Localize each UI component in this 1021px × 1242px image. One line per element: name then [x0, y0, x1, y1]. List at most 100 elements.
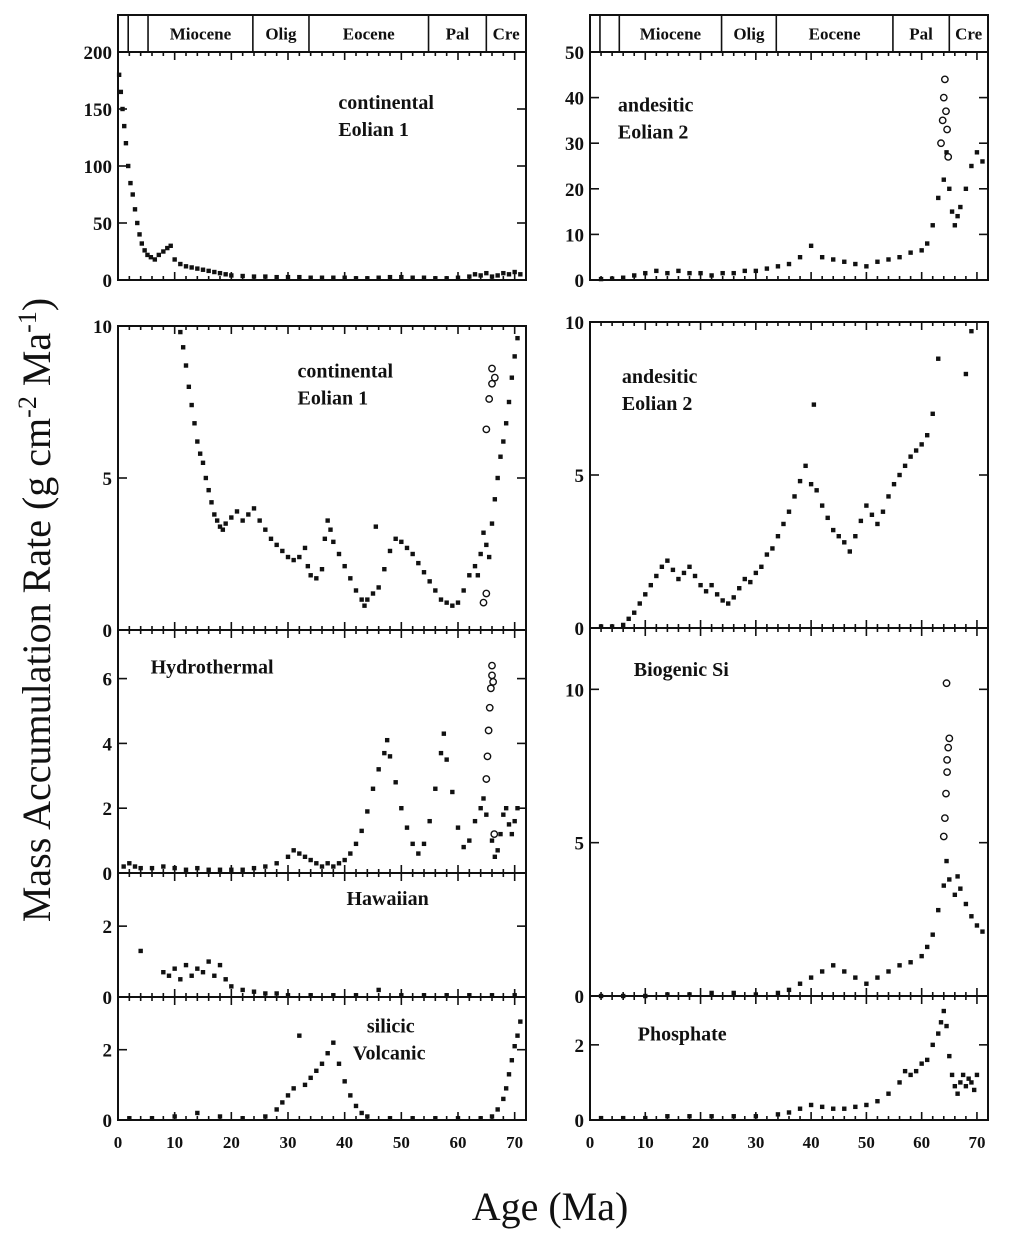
data-point: [229, 515, 234, 520]
data-point: [908, 1072, 913, 1078]
data-point: [681, 570, 687, 576]
panel-left-hydrothermal: 0 2 4 6 Hydrothermal: [103, 629, 527, 885]
data-point: [643, 592, 648, 597]
data-point: [120, 106, 125, 112]
data-point: [924, 241, 930, 246]
data-point: [467, 838, 472, 843]
data-point: [168, 243, 173, 248]
data-point: [974, 150, 980, 155]
data-point: [362, 603, 367, 608]
data-point: [302, 854, 308, 859]
data-point: [217, 524, 223, 529]
data-point: [373, 524, 379, 529]
panel-right-andesitic-eolian-2: 0 5 10 andesitic Eolian 2: [565, 313, 989, 640]
data-point: [285, 854, 291, 859]
data-point: [808, 243, 814, 248]
data-point: [314, 861, 319, 866]
data-point: [503, 421, 509, 426]
data-point: [455, 825, 461, 830]
data-point: [495, 1107, 500, 1112]
data-point: [731, 595, 736, 600]
data-point: [515, 1033, 520, 1038]
data-point: [121, 864, 126, 869]
data-point: [775, 534, 781, 539]
x-tick-label: 40: [336, 1133, 353, 1152]
data-point: [336, 861, 342, 866]
panel-label-line2: Eolian 1: [298, 388, 369, 410]
data-point: [217, 867, 223, 872]
data-point: [509, 831, 515, 837]
data-point-open: [486, 684, 495, 693]
data-point: [858, 518, 864, 524]
data-point: [257, 518, 262, 523]
data-point: [637, 601, 642, 606]
data-point: [913, 1068, 919, 1074]
data-point: [444, 276, 449, 281]
data-point: [433, 786, 438, 791]
data-point: [908, 454, 913, 459]
data-point-open: [490, 373, 499, 382]
data-point: [864, 503, 869, 508]
data-point: [489, 993, 495, 998]
x-tick-label: 30: [280, 1133, 297, 1152]
data-point: [963, 1083, 969, 1089]
panel-frame: [589, 627, 989, 997]
data-point: [775, 1112, 781, 1117]
y-tick-label: 100: [84, 157, 113, 178]
data-point: [416, 560, 421, 566]
data-point: [183, 363, 189, 368]
data-point: [831, 963, 836, 968]
data-point: [475, 573, 481, 578]
data-point: [506, 399, 512, 405]
data-point: [433, 588, 438, 593]
data-point: [501, 270, 506, 276]
data-point: [444, 757, 449, 762]
epoch-label-miocene: Miocene: [640, 25, 702, 44]
y-tick-label: 0: [103, 271, 113, 292]
data-point: [886, 257, 891, 262]
data-point: [223, 977, 228, 982]
epoch-label-pal: Pal: [446, 25, 470, 44]
data-point: [665, 270, 670, 276]
data-point: [598, 276, 604, 282]
data-point: [165, 245, 170, 251]
data-point: [503, 1086, 509, 1091]
data-point: [786, 1110, 792, 1115]
data-point: [947, 1053, 952, 1059]
data-point: [297, 1033, 302, 1038]
data-point: [770, 546, 775, 551]
data-point: [775, 990, 781, 996]
data-point: [620, 622, 626, 628]
x-axis-right: 0 10 20 30 40 50 60 70: [586, 1133, 986, 1152]
data-point: [936, 356, 941, 361]
data-point: [234, 509, 240, 514]
data-point: [370, 591, 376, 596]
data-point: [495, 273, 500, 278]
data-point: [478, 806, 483, 811]
data-point: [963, 186, 969, 191]
data-point-open: [488, 379, 496, 388]
epoch-label-miocene: Miocene: [170, 25, 232, 44]
data-point: [240, 273, 245, 279]
data-point: [919, 442, 924, 447]
data-point: [433, 1116, 438, 1121]
data-point-open: [488, 364, 496, 373]
series-filled: [116, 72, 523, 281]
data-point: [319, 864, 325, 869]
data-point: [842, 1106, 847, 1111]
data-point: [955, 1091, 960, 1096]
data-point: [875, 975, 880, 980]
data-point: [676, 576, 681, 582]
panel-right-biogenic-si: 0 5 10 Biogenic Si: [565, 627, 989, 1008]
data-point: [913, 448, 919, 453]
data-point: [142, 248, 147, 253]
data-point: [183, 962, 189, 968]
data-point: [319, 1061, 325, 1066]
panel-frame: [117, 51, 527, 281]
data-point-open: [489, 677, 498, 686]
data-point: [980, 929, 985, 934]
data-point: [665, 992, 670, 997]
data-point: [297, 554, 302, 560]
data-point: [930, 932, 935, 937]
